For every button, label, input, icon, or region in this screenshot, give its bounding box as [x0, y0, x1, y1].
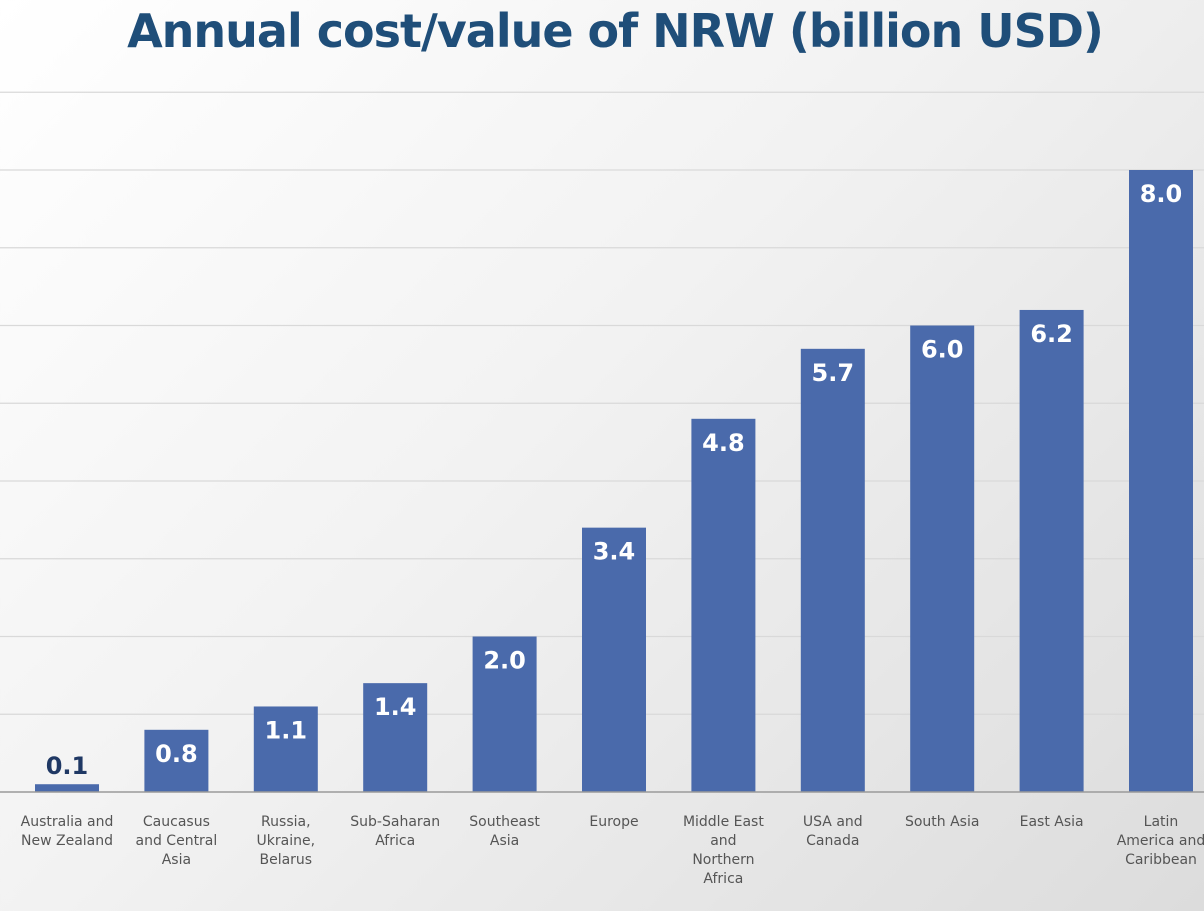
category-label: South Asia	[905, 814, 979, 830]
bar	[1129, 170, 1193, 792]
data-label: 0.8	[155, 740, 198, 768]
category-label: USA and Canada	[803, 814, 863, 849]
bar	[800, 348, 865, 792]
bar	[1019, 309, 1084, 792]
category-label: Caucasus and Central Asia	[136, 814, 218, 868]
category-label: Latin America and Caribbean	[1117, 814, 1204, 868]
bar	[253, 706, 318, 792]
category-label: Sub-Saharan Africa	[350, 814, 440, 849]
bar	[691, 418, 756, 792]
chart-title: Annual cost/value of NRW (billion USD)	[127, 4, 1104, 58]
category-label: East Asia	[1020, 814, 1084, 830]
bar	[144, 729, 209, 792]
category-label: Southeast Asia	[469, 814, 540, 849]
bar	[582, 527, 646, 792]
data-label: 2.0	[483, 647, 526, 675]
data-label: 0.1	[46, 752, 89, 780]
category-label: Australia and New Zealand	[21, 814, 114, 849]
data-label: 8.0	[1140, 180, 1183, 208]
category-label: Russia, Ukraine, Belarus	[257, 814, 316, 868]
data-label: 3.4	[593, 538, 636, 566]
bar	[910, 325, 975, 792]
bar	[363, 683, 428, 792]
category-label: Europe	[589, 814, 638, 830]
data-label: 4.8	[702, 429, 745, 457]
bar	[35, 784, 99, 792]
category-label: Middle East and Northern Africa	[683, 814, 764, 887]
data-label: 1.4	[374, 693, 417, 721]
data-label: 5.7	[812, 359, 855, 387]
data-label: 6.2	[1030, 320, 1073, 348]
bar	[472, 636, 537, 792]
data-label: 6.0	[921, 336, 964, 364]
data-label: 1.1	[265, 716, 308, 744]
